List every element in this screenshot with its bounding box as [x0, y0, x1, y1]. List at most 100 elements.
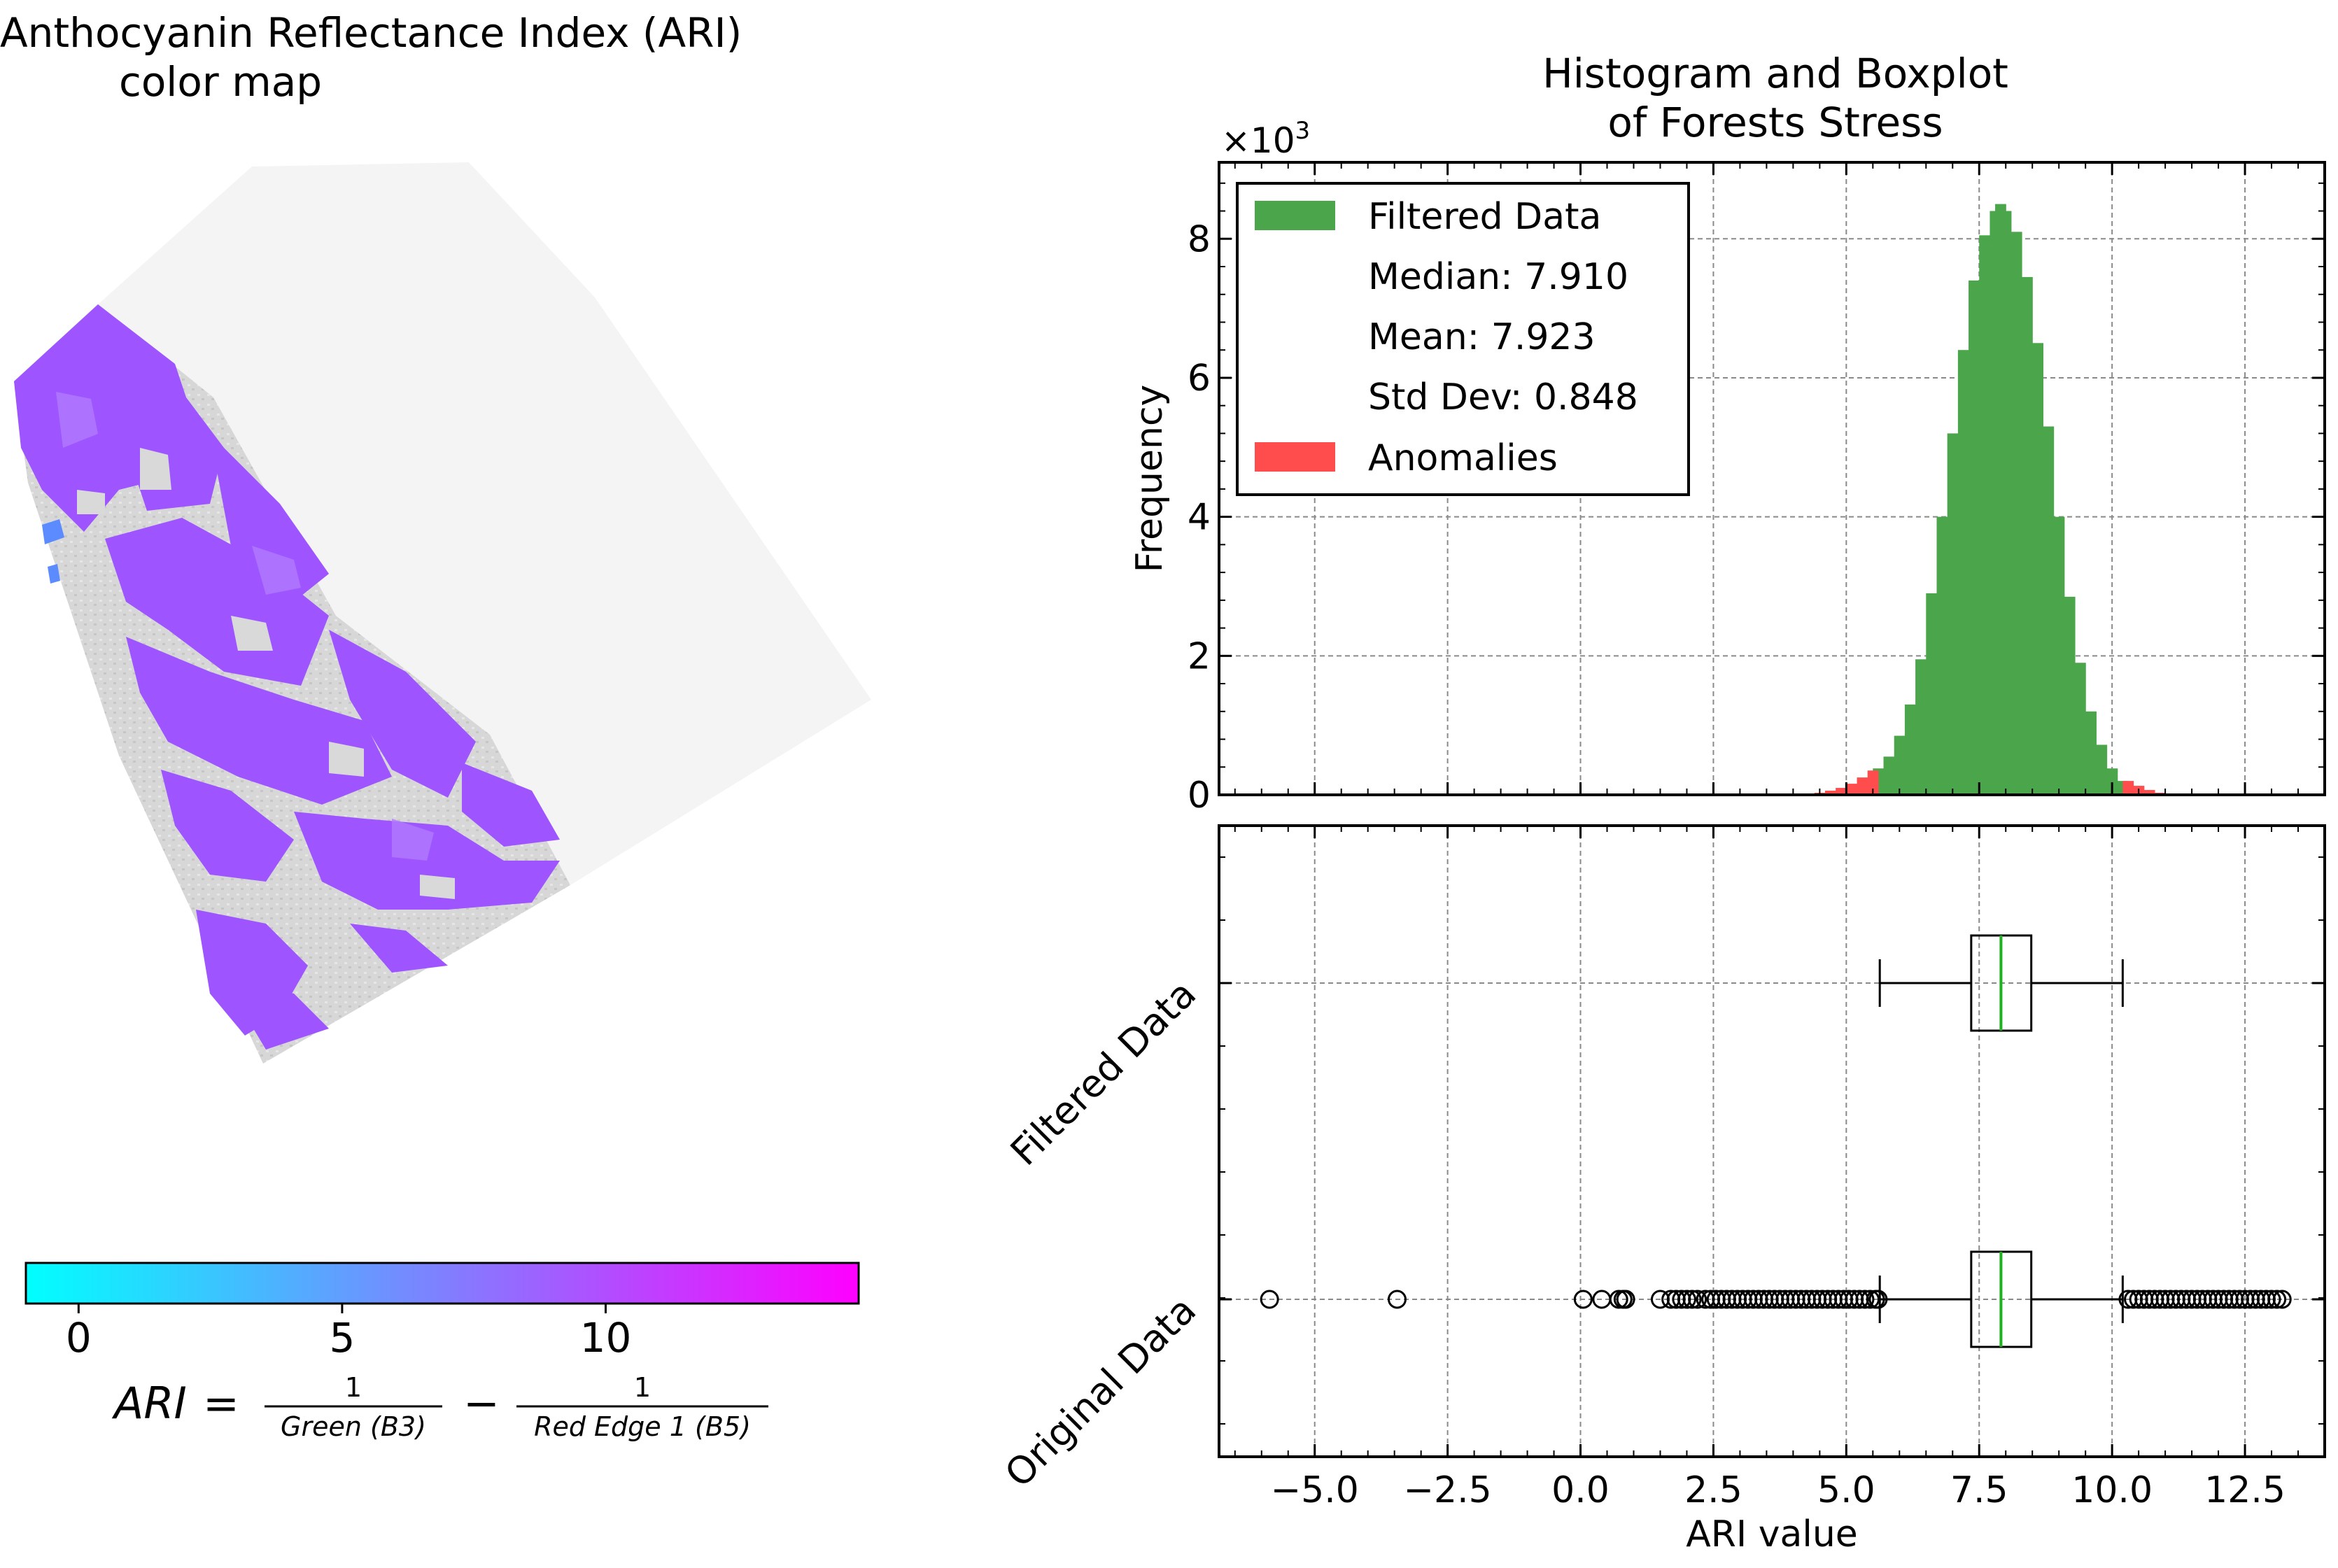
- formula-num2: 1: [634, 1372, 651, 1403]
- histogram-bar: [1857, 777, 1868, 795]
- legend-swatch-anomalies: [1255, 442, 1335, 472]
- histogram-bar: [1947, 433, 1959, 795]
- colorbar-tick-label: 5: [329, 1314, 355, 1362]
- x-tick-label: 10.0: [2071, 1469, 2153, 1511]
- x-tick-label: 2.5: [1684, 1469, 1742, 1511]
- colorbar: 0 5 10: [24, 1262, 860, 1362]
- outlier-point: [1688, 1290, 1707, 1309]
- boxplot-ylabel-original: Original Data: [997, 1288, 1204, 1496]
- histogram-bar: [1926, 593, 1938, 795]
- legend-label-median: Median: 7.910: [1368, 256, 1628, 298]
- histogram-bar: [1904, 704, 1916, 795]
- histogram-bar: [2064, 596, 2076, 795]
- outlier-point: [1868, 1290, 1888, 1309]
- x-tick-label: 0.0: [1551, 1469, 1610, 1511]
- histogram-bar: [2043, 426, 2055, 795]
- boxplot-grid: [1219, 826, 2325, 1457]
- histogram-bar: [2074, 663, 2086, 795]
- x-tick-label: 12.5: [2204, 1469, 2286, 1511]
- map-blue-spot-2: [48, 564, 60, 584]
- histogram-bar: [2022, 276, 2033, 795]
- legend-frame: [1236, 182, 1690, 496]
- map-gray-gaps: [77, 448, 455, 899]
- outlier-point: [2262, 1290, 2281, 1309]
- boxplot-panel: −5.0 −2.5 0.0 2.5 5.0 7.5 10.0 12.5 Filtered Da…: [997, 824, 2326, 1555]
- formula-den1: Green (B3): [281, 1411, 426, 1442]
- legend-label-stddev: Std Dev: 0.848: [1368, 376, 1638, 418]
- histogram-multiplier: ×103: [1221, 117, 1310, 161]
- histogram-bar: [1894, 735, 1906, 795]
- legend-label-mean: Mean: 7.923: [1368, 316, 1596, 358]
- histogram-bar: [1979, 235, 1991, 795]
- histogram-bar: [1957, 350, 1969, 795]
- outlier-point: [1573, 1290, 1593, 1309]
- formula-minus: −: [463, 1378, 500, 1429]
- formula-equals: =: [203, 1378, 239, 1429]
- histogram-legend: Filtered Data Median: 7.910 Mean: 7.923 …: [1236, 182, 1690, 496]
- outlier-point: [1682, 1290, 1702, 1309]
- histogram-bar: [1883, 756, 1895, 795]
- boxplot-ylabel-filtered: Filtered Data: [1002, 972, 1204, 1174]
- y-tick-label: 8: [1188, 218, 1211, 260]
- y-tick-label: 2: [1188, 635, 1211, 677]
- boxplot-ticks: −5.0 −2.5 0.0 2.5 5.0 7.5 10.0 12.5: [1219, 826, 2325, 1511]
- chart-title: Histogram and Boxplot of Forests Stress: [1219, 49, 2332, 147]
- map-title-line2: color map: [118, 58, 323, 106]
- boxplot-frame: [1218, 824, 2326, 1458]
- histogram-bar: [2122, 781, 2134, 795]
- histogram-bar: [2000, 211, 2012, 795]
- histogram-bars: [1803, 204, 2176, 796]
- histogram-ticks: 0 2 4 6 8: [1188, 162, 2325, 817]
- ari-formula: ARI = 1 Green (B3) − 1 Red Edge 1 (B5): [111, 1372, 768, 1442]
- colorbar-gradient: [24, 1262, 860, 1305]
- histogram-bar: [1915, 659, 1927, 795]
- histogram-bar: [2143, 790, 2155, 795]
- chart-title-line2: of Forests Stress: [1607, 99, 1943, 146]
- map-blue-spot: [42, 519, 64, 544]
- outlier-point: [2267, 1290, 2287, 1309]
- histogram-bar: [2032, 343, 2044, 795]
- histogram-frame: [1218, 161, 2326, 796]
- histogram-bar: [1824, 791, 1836, 795]
- histogram-bar: [2053, 516, 2065, 795]
- histogram-bar: [1836, 788, 1847, 795]
- formula-num1: 1: [345, 1372, 362, 1403]
- map-ari-patches-light: [56, 392, 434, 861]
- colorbar-tick-label: 10: [580, 1314, 632, 1362]
- legend-label-anomalies: Anomalies: [1368, 437, 1558, 479]
- colorbar-tick-label: 0: [66, 1314, 92, 1362]
- histogram-bar: [1936, 516, 1948, 795]
- histogram-bar: [1846, 784, 1858, 795]
- histogram-bar: [2010, 232, 2022, 795]
- outlier-point: [2272, 1290, 2292, 1309]
- histogram-bar: [1969, 280, 1980, 795]
- x-tick-label: −5.0: [1271, 1469, 1359, 1511]
- y-tick-label: 4: [1188, 497, 1211, 539]
- y-tick-label: 6: [1188, 358, 1211, 400]
- outlier-point: [1260, 1290, 1279, 1309]
- histogram-panel: 0 2 4 6 8 ×103 Frequency Filtered Data Media…: [1129, 117, 2326, 817]
- chart-title-line1: Histogram and Boxplot: [1542, 50, 2008, 97]
- ari-color-map: [14, 162, 871, 1064]
- y-tick-label: 0: [1188, 775, 1211, 817]
- outlier-point: [1387, 1290, 1407, 1309]
- x-tick-label: −2.5: [1403, 1469, 1491, 1511]
- x-tick-label: 7.5: [1950, 1469, 2008, 1511]
- histogram-bar: [1867, 770, 1879, 795]
- x-tick-label: 5.0: [1817, 1469, 1875, 1511]
- histogram-bar: [2096, 744, 2108, 795]
- boxplot-marks: [1260, 934, 2292, 1348]
- outlier-point: [1616, 1290, 1635, 1309]
- legend-label-filtered: Filtered Data: [1368, 196, 1601, 238]
- formula-den2: Red Edge 1 (B5): [534, 1411, 751, 1442]
- histogram-ylabel: Frequency: [1129, 385, 1171, 573]
- outlier-point: [1855, 1290, 1875, 1309]
- histogram-multiplier-exp: 3: [1295, 117, 1311, 145]
- histogram-bar: [2085, 711, 2097, 795]
- outlier-point: [1861, 1290, 1880, 1309]
- outlier-point: [1677, 1290, 1696, 1309]
- formula-lhs: ARI: [111, 1378, 187, 1429]
- colorbar-ticks: 0 5 10: [66, 1304, 632, 1362]
- boxplot-xlabel: ARI value: [1686, 1513, 1858, 1555]
